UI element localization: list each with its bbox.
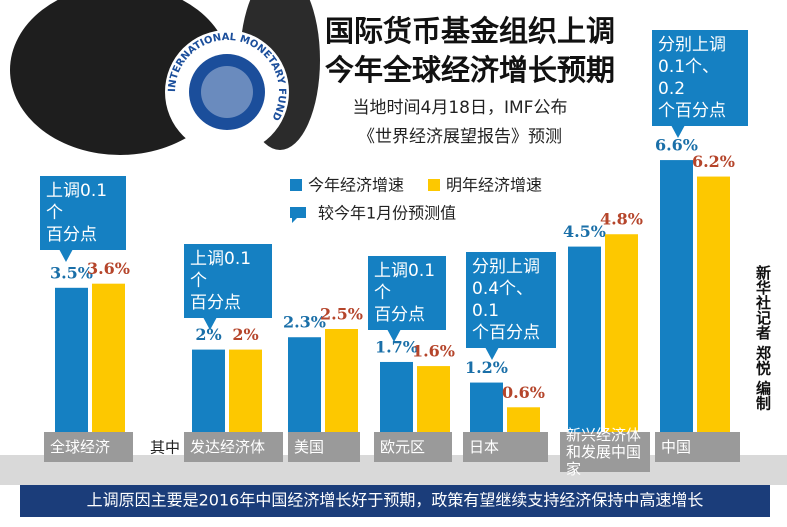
legend-label: 今年经济增速 — [308, 176, 404, 195]
callout-pointer — [203, 317, 217, 330]
value-label: 6.2% — [692, 152, 735, 171]
value-label: 3.5% — [50, 263, 93, 282]
category-label: 欧元区 — [374, 432, 452, 462]
legend-label: 明年经济增速 — [446, 176, 542, 195]
value-label: 2.5% — [320, 305, 363, 324]
legend-swatch — [428, 179, 440, 191]
callout-pointer — [485, 347, 499, 360]
legend-icon — [290, 207, 306, 223]
bar — [92, 283, 125, 432]
legend-note: 较今年1月份预测值 — [318, 204, 456, 223]
subtitle: 当地时间4月18日，IMF公布 — [353, 98, 568, 118]
bar — [380, 361, 413, 432]
title: 今年全球经济增长预期 — [325, 53, 615, 87]
value-label: 2.3% — [283, 313, 326, 332]
title: 国际货币基金组织上调 — [325, 14, 615, 48]
bar — [697, 176, 730, 432]
bar — [470, 382, 503, 432]
category-label: 全球经济 — [44, 432, 133, 462]
bar — [325, 329, 358, 432]
logo-globe — [201, 66, 253, 118]
callout: 分别上调 0.1个、0.2 个百分点 — [652, 30, 748, 126]
bar — [507, 407, 540, 432]
value-label: 1.6% — [412, 342, 455, 361]
credit: 新华社记者 郑悦 编制 — [754, 264, 772, 411]
value-label: 1.7% — [375, 337, 418, 356]
value-label: 4.8% — [600, 210, 643, 229]
logo-globe — [189, 54, 265, 130]
bar — [568, 246, 601, 432]
callout: 上调0.1个 百分点 — [368, 256, 446, 330]
value-label: 6.6% — [655, 136, 698, 155]
value-label: 2% — [195, 325, 221, 344]
bar — [417, 366, 450, 432]
bar — [605, 234, 638, 432]
callout-pointer — [671, 125, 685, 138]
callout-pointer — [387, 329, 401, 342]
callout: 上调0.1个 百分点 — [184, 244, 272, 318]
callout: 上调0.1个 百分点 — [40, 176, 126, 250]
category-label: 发达经济体 — [184, 432, 283, 462]
value-label: 0.6% — [502, 383, 545, 402]
category-label: 中国 — [655, 432, 740, 462]
bar — [229, 349, 262, 432]
value-label: 3.6% — [87, 259, 130, 278]
group-label: 其中 — [150, 439, 180, 457]
subtitle: 《世界经济展望报告》预测 — [358, 127, 562, 147]
legend-swatch — [290, 179, 302, 191]
category-label: 美国 — [288, 432, 360, 462]
bar — [55, 287, 88, 432]
bar — [660, 160, 693, 432]
category-label: 新兴经济体 和发展中国家 — [560, 426, 650, 477]
category-label: 日本 — [463, 432, 548, 462]
footnote-bar — [20, 485, 770, 517]
bar — [192, 349, 225, 432]
bar — [288, 337, 321, 432]
value-label: 4.5% — [563, 222, 606, 241]
callout: 分别上调 0.4个、0.1 个百分点 — [466, 252, 556, 348]
callout-pointer — [59, 249, 73, 262]
value-label: 1.2% — [465, 358, 508, 377]
footnote: 上调原因主要是2016年中国经济增长好于预期，政策有望继续支持经济保持中高速增长 — [87, 491, 704, 510]
value-label: 2% — [232, 325, 258, 344]
